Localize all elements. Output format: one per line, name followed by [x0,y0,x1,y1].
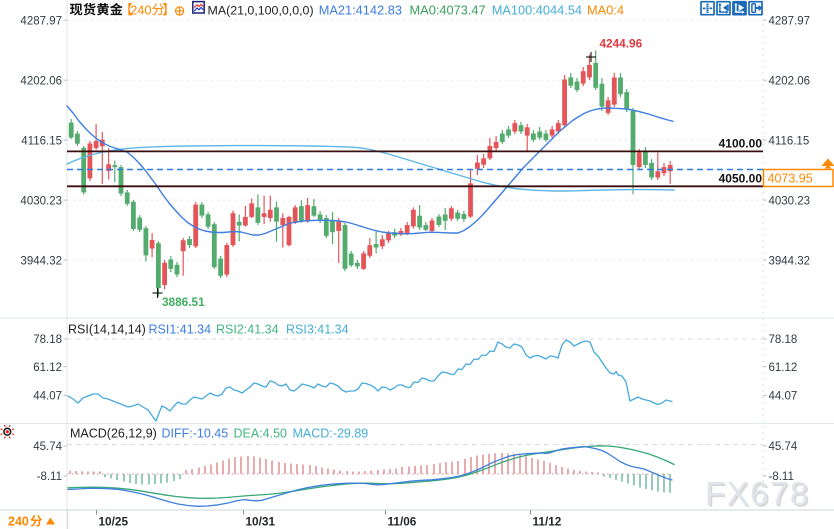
svg-text:FX678: FX678 [705,475,810,512]
svg-text:DEA:4.50: DEA:4.50 [234,427,288,441]
svg-text:11/12: 11/12 [533,514,562,528]
svg-text:4202.06: 4202.06 [20,75,62,87]
svg-text:78.18: 78.18 [769,334,798,346]
svg-text:MA21:4142.83: MA21:4142.83 [319,3,402,18]
svg-text:DIFF:-10.45: DIFF:-10.45 [162,427,229,441]
svg-text:MACD:-29.89: MACD:-29.89 [293,427,369,441]
svg-text:-8.11: -8.11 [769,471,794,483]
svg-text:240: 240 [8,515,29,529]
svg-text:4287.97: 4287.97 [769,15,811,27]
svg-text:MACD(26,12,9): MACD(26,12,9) [70,427,157,441]
svg-text:4116.15: 4116.15 [769,135,810,147]
svg-text:4116.15: 4116.15 [21,135,62,147]
svg-text:4030.23: 4030.23 [769,195,811,207]
svg-text:4202.06: 4202.06 [769,75,811,87]
svg-text:RSI3:41.34: RSI3:41.34 [286,323,349,337]
svg-text:RSI2:41.34: RSI2:41.34 [216,323,279,337]
svg-text:44.07: 44.07 [769,391,798,403]
svg-text:MA100:4044.54: MA100:4044.54 [492,3,582,18]
svg-text:78.18: 78.18 [33,334,62,346]
svg-text:3944.32: 3944.32 [20,255,62,267]
svg-text:RSI(14,14,14): RSI(14,14,14) [68,323,146,337]
svg-text:45.74: 45.74 [769,441,798,453]
svg-text:3886.51: 3886.51 [162,295,205,309]
svg-text:45.74: 45.74 [33,441,62,453]
svg-text:10/31: 10/31 [246,514,276,528]
svg-text:44.07: 44.07 [33,391,62,403]
svg-text:61.12: 61.12 [33,362,62,374]
svg-text:4030.23: 4030.23 [20,195,62,207]
svg-text:MA0:4: MA0:4 [587,3,624,18]
svg-text:240: 240 [130,3,151,18]
svg-text:3944.32: 3944.32 [769,255,811,267]
svg-text:4100.00: 4100.00 [719,137,763,151]
svg-text:RSI1:41.34: RSI1:41.34 [149,323,212,337]
svg-text:4287.97: 4287.97 [20,15,62,27]
svg-text:4050.00: 4050.00 [719,172,763,186]
svg-text:-8.11: -8.11 [37,471,62,483]
svg-text:MA(21,0,100,0,0,0): MA(21,0,100,0,0,0) [208,4,314,18]
svg-text:11/06: 11/06 [388,514,417,528]
svg-text:MA0:4073.47: MA0:4073.47 [410,3,486,18]
svg-text:61.12: 61.12 [769,362,798,374]
svg-text:10/25: 10/25 [99,514,129,528]
svg-text:4073.95: 4073.95 [768,172,813,186]
svg-text:4244.96: 4244.96 [600,37,643,51]
svg-text:FX678: FX678 [707,477,812,514]
